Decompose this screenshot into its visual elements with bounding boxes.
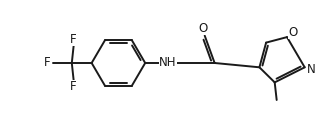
Text: N: N: [307, 63, 316, 76]
Text: F: F: [70, 80, 76, 93]
Text: F: F: [44, 56, 50, 70]
Text: NH: NH: [159, 56, 177, 68]
Text: F: F: [70, 33, 76, 46]
Text: O: O: [198, 22, 207, 35]
Text: O: O: [288, 26, 298, 39]
